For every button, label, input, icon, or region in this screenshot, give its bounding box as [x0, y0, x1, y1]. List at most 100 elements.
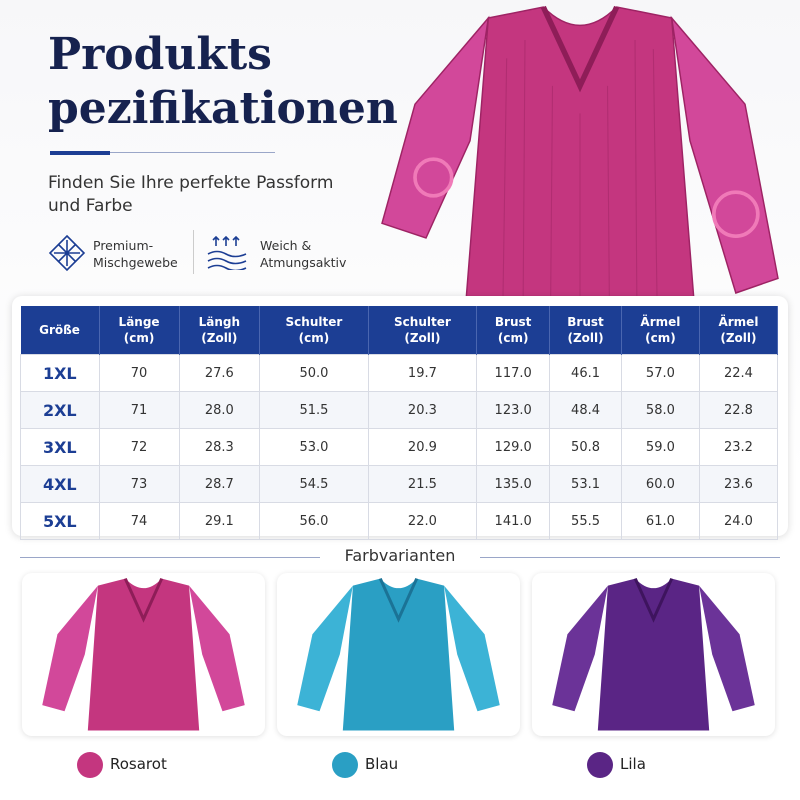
table-row: 3XL 72 28.3 53.0 20.9 129.0 50.8 59.0 23.2: [20, 428, 779, 466]
table-row: 1XL 70 27.6 50.0 19.7 117.0 46.1 57.0 22.4: [20, 354, 779, 392]
header-text: (Zoll): [720, 331, 757, 345]
title-line: pezifikationen: [48, 83, 398, 134]
header-cell: Ärmel (cm): [621, 306, 700, 355]
color-swatch: [587, 752, 613, 778]
header-row: Größe Länge (cm) Längh (Zoll) Schulter (cm) Sch…: [20, 306, 779, 355]
underline: [110, 152, 275, 153]
header-text: Ärmel: [640, 315, 681, 329]
size-cell: 3XL: [20, 428, 100, 466]
underline: [50, 151, 110, 155]
color-card: [277, 573, 520, 736]
header-text: Schulter: [394, 315, 451, 329]
header-cell: Brust (cm): [476, 306, 551, 355]
header-cell: Brust (Zoll): [549, 306, 622, 355]
size-cell: 1XL: [20, 354, 100, 392]
cell: 23.6: [698, 465, 779, 503]
rule: [20, 557, 320, 558]
header-cell: Längh (Zoll): [179, 306, 261, 355]
header-text: Länge: [118, 315, 160, 329]
header-text: Längh: [198, 315, 241, 329]
cell: 28.0: [178, 391, 261, 429]
cell: 53.1: [549, 465, 622, 503]
cell: 73: [98, 465, 180, 503]
cell: 71: [98, 391, 180, 429]
subtitle: Finden Sie Ihre perfekte Passform und Far…: [48, 172, 333, 218]
color-swatch: [77, 752, 103, 778]
header-text: (cm): [298, 331, 330, 345]
title: Produkts pezifikationen: [48, 28, 398, 136]
cell: 20.9: [367, 428, 478, 466]
color-swatch: [332, 752, 358, 778]
size-table-card: Größe Länge (cm) Längh (Zoll) Schulter (cm) Sch…: [12, 296, 788, 540]
cell: 20.3: [367, 391, 478, 429]
feature: Weich & Atmungsaktiv: [260, 237, 346, 271]
color-name: Rosarot: [110, 755, 167, 773]
header-cell: Schulter (Zoll): [368, 306, 478, 355]
cell: 55.5: [549, 502, 622, 540]
subtitle-line: und Farbe: [48, 196, 133, 216]
cell: 22.0: [367, 502, 478, 540]
feature-line: Atmungsaktiv: [260, 255, 347, 270]
fabric-icon: [48, 234, 86, 272]
cell: 51.5: [259, 391, 369, 429]
table-row: 2XL 71 28.0 51.5 20.3 123.0 48.4 58.0 22.8: [20, 391, 779, 429]
cell: 22.4: [698, 354, 779, 392]
header-text: Ärmel: [718, 315, 759, 329]
cell: 59.0: [620, 428, 700, 466]
header-text: (Zoll): [201, 331, 238, 345]
product-image: [381, 5, 779, 298]
cell: 21.5: [367, 465, 478, 503]
header-text: (Zoll): [567, 331, 604, 345]
header-text: Brust: [494, 315, 532, 329]
cell: 56.0: [259, 502, 369, 540]
cell: 61.0: [620, 502, 700, 540]
table-row: 4XL 73 28.7 54.5 21.5 135.0 53.1 60.0 23.6: [20, 465, 779, 503]
feature-line: Weich &: [260, 238, 312, 253]
cell: 19.7: [367, 354, 478, 392]
rule: [480, 557, 780, 558]
cell: 46.1: [549, 354, 622, 392]
cell: 117.0: [476, 354, 551, 392]
header-cell: Schulter (cm): [259, 306, 369, 355]
header-cell: Länge (cm): [99, 306, 180, 355]
feature-line: Mischgewebe: [93, 255, 178, 270]
cell: 74: [98, 502, 180, 540]
color-image: [552, 577, 755, 731]
cell: 29.1: [178, 502, 261, 540]
header-text: Brust: [567, 315, 604, 329]
cell: 28.3: [178, 428, 261, 466]
header-cell: Ärmel (Zoll): [699, 306, 779, 355]
cell: 70: [98, 354, 180, 392]
size-cell: 4XL: [20, 465, 100, 503]
cell: 60.0: [620, 465, 700, 503]
cell: 53.0: [259, 428, 369, 466]
title-line: Produkts: [48, 29, 272, 80]
section-title: Farbvarianten: [344, 546, 456, 565]
cell: 48.4: [549, 391, 622, 429]
cell: 72: [98, 428, 180, 466]
cell: 28.7: [178, 465, 261, 503]
header-text: Größe: [39, 323, 80, 337]
cell: 24.0: [698, 502, 779, 540]
cell: 57.0: [620, 354, 700, 392]
cell: 135.0: [476, 465, 551, 503]
size-table: Größe Länge (cm) Längh (Zoll) Schulter (cm) Sch…: [20, 306, 779, 540]
cell: 123.0: [476, 391, 551, 429]
color-name: Lila: [620, 755, 646, 773]
color-card: [22, 573, 265, 736]
size-cell: 2XL: [20, 391, 100, 429]
cell: 58.0: [620, 391, 700, 429]
cell: 50.8: [549, 428, 622, 466]
header-text: (cm): [645, 331, 676, 345]
color-image: [297, 577, 500, 731]
table-row: 5XL 74 29.1 56.0 22.0 141.0 55.5 61.0 24.0: [20, 502, 779, 540]
feature-line: Premium-: [93, 238, 154, 253]
size-cell: 5XL: [20, 502, 100, 540]
subtitle-line: Finden Sie Ihre perfekte Passform: [48, 173, 334, 193]
cell: 22.8: [698, 391, 779, 429]
divider: [193, 230, 194, 274]
cell: 50.0: [259, 354, 369, 392]
breath-icon: [207, 235, 247, 270]
color-image: [42, 577, 245, 731]
